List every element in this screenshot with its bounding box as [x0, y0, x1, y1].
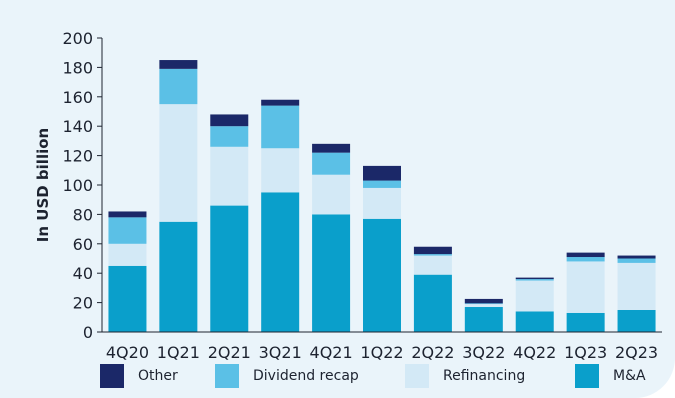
bar-m-a-4q21: [312, 214, 351, 332]
legend-swatch-refinancing: [405, 364, 429, 388]
bar-dividend-recap-2q23: [617, 258, 656, 263]
bar-m-a-1q23: [566, 312, 605, 332]
y-tick-label: 0: [83, 323, 93, 342]
bar-refinancing-2q22: [413, 255, 452, 275]
bar-refinancing-2q23: [617, 262, 656, 310]
bar-other-4q21: [312, 143, 351, 153]
bar-m-a-2q23: [617, 309, 656, 332]
bar-m-a-3q21: [261, 192, 300, 332]
bar-dividend-recap-1q23: [566, 257, 605, 262]
bar-other-1q23: [566, 252, 605, 258]
x-tick-label: 3Q22: [462, 343, 505, 362]
bar-m-a-4q20: [108, 265, 147, 332]
y-tick-label: 200: [62, 29, 93, 48]
bar-dividend-recap-2q22: [413, 254, 452, 256]
bar-m-a-2q22: [413, 274, 452, 332]
bar-m-a-1q21: [159, 221, 198, 332]
y-tick-label: 160: [62, 88, 93, 107]
legend-swatch-ma: [575, 364, 599, 388]
legend-item-refinancing: Refinancing: [405, 364, 575, 388]
bar-m-a-4q22: [515, 311, 554, 332]
bar-m-a-2q21: [210, 205, 249, 332]
bar-other-4q22: [515, 277, 554, 280]
x-tick-label: 3Q21: [259, 343, 302, 362]
legend: Other Dividend recap Refinancing M&A: [100, 364, 646, 388]
bar-refinancing-1q22: [363, 187, 401, 219]
bar-other-1q21: [159, 60, 198, 69]
bar-other-2q23: [617, 255, 656, 259]
y-tick-label: 40: [73, 264, 93, 283]
x-tick-label: 4Q21: [310, 343, 353, 362]
bar-dividend-recap-4q20: [108, 217, 147, 244]
y-tick-label: 140: [62, 117, 93, 136]
legend-label-other: Other: [138, 368, 178, 384]
bar-dividend-recap-2q21: [210, 126, 249, 147]
bar-other-4q20: [108, 211, 147, 218]
bar-dividend-recap-4q22: [515, 279, 554, 281]
x-tick-label: 1Q21: [157, 343, 200, 362]
x-tick-label: 2Q23: [615, 343, 658, 362]
bar-other-2q21: [210, 114, 249, 127]
legend-item-other: Other: [100, 364, 215, 388]
bar-refinancing-4q21: [312, 174, 351, 215]
bar-refinancing-1q21: [159, 104, 198, 222]
x-tick-label: 4Q20: [106, 343, 149, 362]
bar-refinancing-3q22: [464, 304, 503, 308]
legend-label-refinancing: Refinancing: [443, 368, 526, 384]
x-tick-label: 4Q22: [513, 343, 556, 362]
bar-refinancing-1q23: [566, 261, 605, 313]
bar-other-3q22: [464, 298, 503, 304]
legend-swatch-other: [100, 364, 124, 388]
y-axis-label: In USD billion: [34, 128, 52, 242]
bar-dividend-recap-4q21: [312, 152, 351, 175]
bar-m-a-1q22: [363, 218, 401, 332]
y-tick-label: 120: [62, 147, 93, 166]
x-tick-label: 2Q21: [208, 343, 251, 362]
bar-refinancing-4q22: [515, 280, 554, 312]
legend-label-ma: M&A: [613, 368, 646, 384]
bar-refinancing-4q20: [108, 243, 147, 266]
bar-refinancing-3q21: [261, 148, 300, 193]
bar-other-1q22: [363, 165, 401, 181]
x-axis-ticks: 4Q20 1Q21 2Q21 3Q21 4Q21 1Q22 2Q22 3Q22 4Q22 1Q23…: [106, 343, 658, 362]
bar-dividend-recap-3q22: [464, 303, 503, 305]
bar-refinancing-2q21: [210, 146, 249, 206]
y-tick-label: 60: [73, 235, 93, 254]
y-tick-label: 80: [73, 205, 93, 224]
y-axis-ticks: 0 20 40 60 80 100 120 140 160 180 200: [62, 29, 102, 342]
y-tick-label: 180: [62, 58, 93, 77]
y-tick-label: 100: [62, 176, 93, 195]
x-tick-label: 1Q22: [360, 343, 403, 362]
y-tick-label: 20: [73, 294, 93, 313]
x-tick-label: 2Q22: [411, 343, 454, 362]
bar-dividend-recap-3q21: [261, 105, 300, 149]
x-tick-label: 1Q23: [564, 343, 607, 362]
bar-dividend-recap-1q22: [363, 180, 401, 188]
legend-swatch-dividend-recap: [215, 364, 239, 388]
bar-m-a-3q22: [464, 307, 503, 332]
bar-other-3q21: [261, 99, 300, 106]
bars: [108, 60, 656, 332]
legend-label-dividend-recap: Dividend recap: [253, 368, 359, 384]
bar-dividend-recap-1q21: [159, 68, 198, 105]
bar-other-2q22: [413, 246, 452, 255]
legend-item-ma: M&A: [575, 364, 646, 388]
legend-item-dividend-recap: Dividend recap: [215, 364, 405, 388]
